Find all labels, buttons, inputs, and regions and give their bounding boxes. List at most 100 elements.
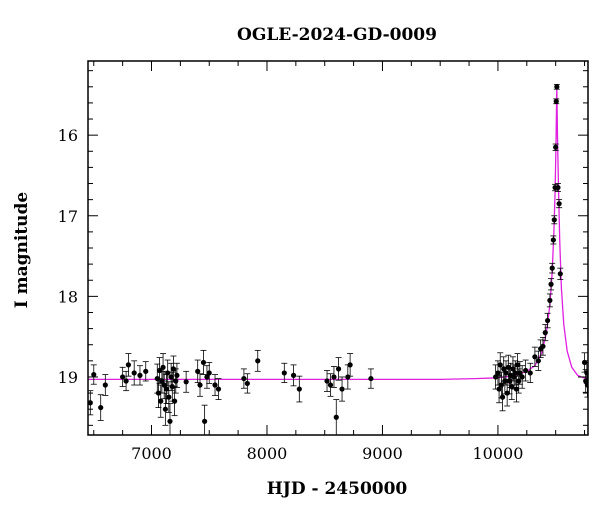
data-point-marker [517, 370, 523, 376]
data-point [499, 383, 506, 412]
data-point [556, 199, 563, 209]
model-curve-line [88, 86, 588, 381]
model-curve-layer [88, 86, 588, 381]
data-point-marker [547, 297, 553, 303]
data-point-marker [347, 362, 353, 368]
data-point-marker [163, 386, 170, 392]
data-point-marker [503, 370, 509, 376]
y-tick-label: 18 [58, 287, 78, 306]
data-point-marker [197, 382, 203, 388]
data-point [347, 353, 354, 377]
data-point-marker [550, 237, 556, 243]
y-tick-label: 19 [58, 368, 78, 387]
data-point-marker [143, 368, 149, 374]
data-point [90, 364, 97, 385]
x-tick-label: 9000 [362, 444, 403, 463]
chart-title: OGLE-2024-GD-0009 [237, 25, 437, 45]
data-point [160, 353, 167, 382]
data-point-marker [200, 359, 207, 366]
data-point-marker [281, 370, 287, 376]
data-points-layer [88, 83, 588, 435]
data-point [551, 215, 558, 225]
data-point-marker [331, 374, 337, 380]
data-point-marker [557, 271, 563, 277]
data-point-marker [523, 367, 529, 374]
data-point-marker [535, 358, 541, 364]
data-point-marker [504, 390, 510, 396]
data-point-marker [212, 382, 218, 388]
data-point-marker [532, 354, 538, 360]
data-point [171, 386, 178, 417]
data-point-marker [131, 370, 137, 376]
data-point-marker [505, 364, 511, 370]
data-point-marker [102, 382, 108, 388]
data-point-marker [516, 378, 522, 384]
data-point [183, 370, 190, 393]
data-point-marker [512, 370, 518, 376]
data-point-marker [497, 362, 503, 368]
plot-area [88, 83, 588, 435]
data-point-marker [345, 374, 351, 380]
data-point [119, 366, 126, 388]
data-point-marker [215, 386, 222, 392]
data-point-marker [542, 330, 548, 336]
data-point [215, 378, 222, 400]
data-point [497, 352, 504, 378]
data-point [296, 375, 303, 403]
data-point [162, 392, 169, 426]
data-point-marker [244, 380, 250, 387]
data-point-marker [167, 418, 173, 424]
data-point-marker [333, 414, 339, 420]
data-point-marker [555, 184, 561, 191]
data-point-marker [160, 364, 166, 370]
data-point-marker [206, 370, 212, 376]
data-point [542, 324, 549, 342]
data-point-marker [162, 406, 168, 412]
x-tick-label: 8000 [247, 444, 288, 463]
data-point-marker [137, 372, 143, 378]
data-point [344, 364, 351, 390]
data-point-marker [368, 375, 374, 382]
data-point-marker [513, 386, 520, 392]
data-point-marker [173, 378, 179, 384]
data-point-marker [548, 281, 554, 287]
data-point [136, 365, 143, 386]
data-point [546, 293, 553, 308]
data-point [333, 399, 340, 435]
data-point [131, 360, 138, 386]
data-point-marker [125, 362, 132, 368]
data-point-marker [165, 370, 171, 376]
data-point [553, 83, 560, 90]
data-point [290, 364, 297, 387]
data-point-marker [540, 343, 546, 349]
data-point [197, 373, 204, 397]
data-point-marker [172, 398, 178, 404]
data-point-marker [496, 386, 502, 392]
data-point-marker [544, 317, 551, 324]
data-point [330, 366, 337, 388]
data-point [194, 359, 201, 384]
data-point [173, 362, 180, 388]
y-tick-label: 17 [58, 207, 78, 226]
data-point-marker [174, 372, 180, 378]
data-point [557, 267, 564, 280]
data-point-marker [553, 98, 559, 104]
data-point-marker [335, 366, 342, 372]
data-point [157, 384, 164, 418]
data-point-marker [499, 394, 506, 400]
data-point-marker [554, 84, 560, 90]
data-point-marker [339, 386, 345, 392]
data-point [522, 359, 529, 382]
data-point-marker [161, 382, 167, 388]
x-tick-label: 10000 [472, 444, 523, 463]
data-point-marker [584, 382, 588, 388]
data-point [200, 349, 207, 375]
data-point-marker [495, 370, 501, 376]
data-point [504, 379, 511, 407]
y-tick-label: 16 [58, 126, 78, 145]
data-point-marker [296, 386, 302, 392]
data-point-marker [195, 368, 201, 374]
data-point-marker [514, 362, 521, 368]
data-point-marker [324, 378, 330, 384]
